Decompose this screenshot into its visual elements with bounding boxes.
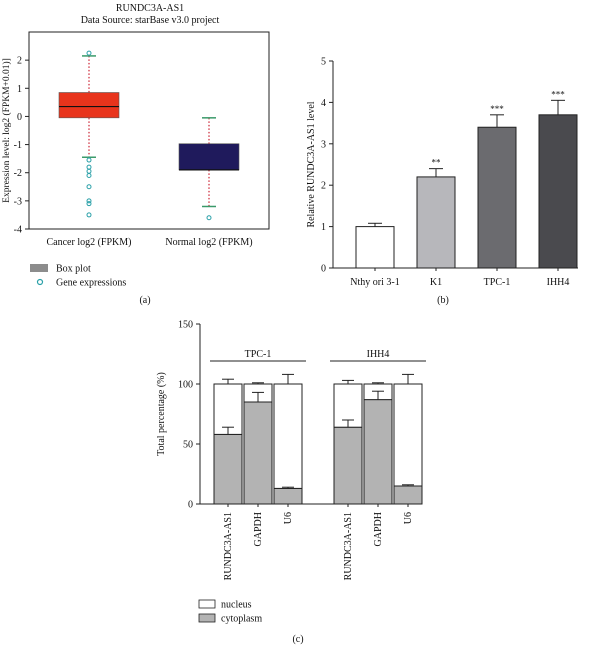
y-tick-label: 0 xyxy=(188,500,193,511)
bar xyxy=(416,176,456,269)
y-tick-label: 1 xyxy=(321,222,326,233)
bar-nucleus xyxy=(393,383,423,487)
x-category-label: K1 xyxy=(430,277,442,288)
x-category-label: U6 xyxy=(403,512,414,524)
box xyxy=(58,92,120,119)
outlier-point xyxy=(86,212,92,218)
legend-swatch-point xyxy=(36,278,44,286)
legend-label: nucleus xyxy=(221,600,252,611)
y-tick-label: 150 xyxy=(178,320,193,331)
bar xyxy=(355,226,395,269)
y-axis-label: Relative RUNDC3A-AS1 level xyxy=(306,101,317,227)
x-category-label: U6 xyxy=(283,512,294,524)
bar-cytoplasm xyxy=(393,485,423,505)
y-tick-label: -1 xyxy=(14,140,22,151)
legend-label: Gene expressions xyxy=(56,278,126,289)
outlier-point xyxy=(86,173,92,179)
x-category-label: RUNDC3A-AS1 xyxy=(343,512,354,580)
outlier-point xyxy=(86,201,92,207)
bar xyxy=(477,126,517,269)
outlier-point xyxy=(86,157,92,163)
outlier-point xyxy=(86,198,92,204)
box xyxy=(178,143,240,171)
significance-label: *** xyxy=(490,104,504,114)
bar-cytoplasm xyxy=(363,399,393,505)
bar-cytoplasm xyxy=(273,487,303,505)
x-category-label: Normal log2 (FPKM) xyxy=(165,237,252,248)
outlier-point xyxy=(86,50,92,56)
bar-nucleus xyxy=(273,383,303,489)
y-tick-label: -4 xyxy=(14,225,22,236)
y-axis-label: Total percentage (%) xyxy=(156,372,167,456)
subcellular-fraction-panel: 0 50 100 150 Total percentage (%) RUNDC3A-AS1… xyxy=(156,320,426,625)
y-tick-label: 0 xyxy=(321,264,326,275)
y-tick-label: 100 xyxy=(178,380,193,391)
chart-subtitle: Data Source: starBase v3.0 project xyxy=(81,15,220,26)
y-tick-label: 1 xyxy=(17,84,22,95)
outlier-point xyxy=(86,184,92,190)
legend-label: Box plot xyxy=(56,264,91,275)
cell-line-bar-panel: 0 1 2 3 4 5 Relative RUNDC3A-AS1 level Nthy ori… xyxy=(306,57,578,288)
panel-label-a: (a) xyxy=(139,295,150,306)
x-category-label: GAPDH xyxy=(373,512,384,546)
legend-swatch xyxy=(198,613,216,623)
legend-swatch-box xyxy=(30,264,48,272)
x-category-label: GAPDH xyxy=(253,512,264,546)
y-tick-label: -2 xyxy=(14,168,22,179)
plot-frame xyxy=(28,31,270,230)
y-tick-label: 4 xyxy=(321,98,326,109)
y-tick-label: 2 xyxy=(17,56,22,67)
group-label: TPC-1 xyxy=(245,349,272,360)
legend-swatch xyxy=(198,599,216,609)
bar xyxy=(538,114,578,269)
y-axis-label: Expression level: log2 (FPKM+0.01)] xyxy=(1,58,12,203)
outlier-point xyxy=(86,168,92,174)
x-category-label: TPC-1 xyxy=(484,277,511,288)
bar-cytoplasm xyxy=(333,426,363,505)
outlier-point xyxy=(86,164,92,170)
y-tick-label: 50 xyxy=(183,440,193,451)
chart-title: RUNDC3A-AS1 xyxy=(116,3,184,14)
y-tick-label: -3 xyxy=(14,196,22,207)
y-tick-label: 5 xyxy=(321,57,326,68)
panel-label-c: (c) xyxy=(292,634,303,645)
outlier-point xyxy=(206,215,212,221)
bar-cytoplasm xyxy=(213,433,243,505)
group-label: IHH4 xyxy=(367,349,390,360)
x-category-label: IHH4 xyxy=(547,277,570,288)
x-category-label: Cancer log2 (FPKM) xyxy=(47,237,132,248)
y-tick-label: 0 xyxy=(17,112,22,123)
bar-cytoplasm xyxy=(243,401,273,505)
legend-label: cytoplasm xyxy=(221,614,262,625)
x-category-label: Nthy ori 3-1 xyxy=(350,277,399,288)
panel-label-b: (b) xyxy=(437,295,449,306)
significance-label: ** xyxy=(432,158,442,168)
y-tick-label: 3 xyxy=(321,139,326,150)
y-tick-label: 2 xyxy=(321,181,326,192)
x-category-label: RUNDC3A-AS1 xyxy=(223,512,234,580)
significance-label: *** xyxy=(551,89,565,99)
